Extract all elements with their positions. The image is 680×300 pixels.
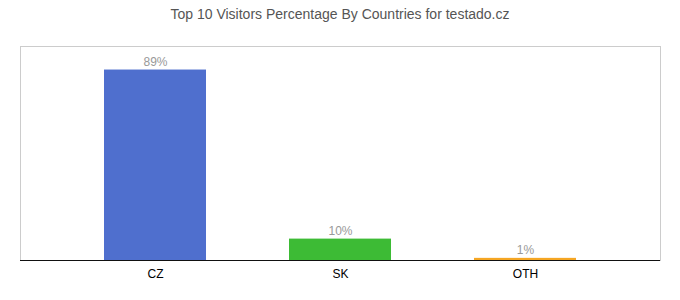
svg-text:SK: SK — [332, 267, 348, 281]
svg-text:1%: 1% — [517, 243, 535, 257]
svg-text:10%: 10% — [328, 224, 352, 238]
svg-text:89%: 89% — [143, 55, 167, 69]
svg-text:OTH: OTH — [513, 267, 538, 281]
html-text:Top 10 Visitors Percentage By: Top 10 Visitors Percentage By Countries … — [170, 6, 510, 22]
svg-text:CZ: CZ — [148, 267, 164, 281]
